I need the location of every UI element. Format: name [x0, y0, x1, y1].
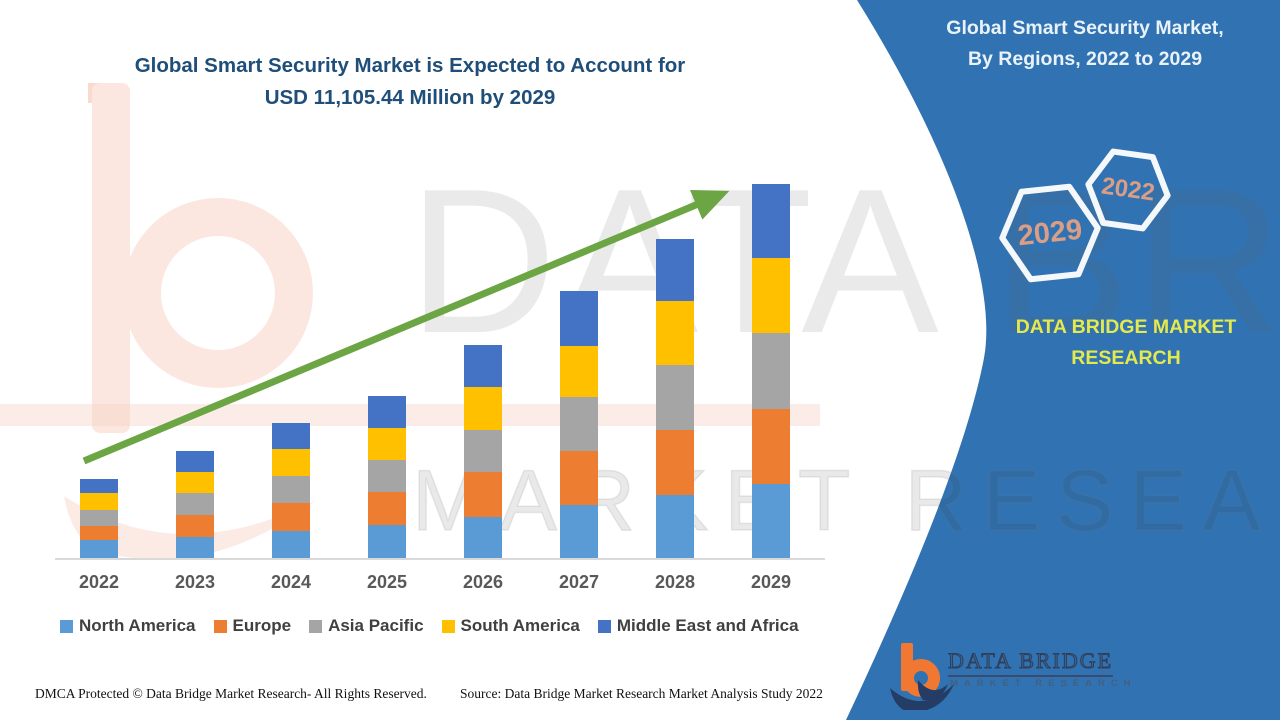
bar-segment-2024-north-america — [272, 531, 310, 558]
footer-source-text: Source: Data Bridge Market Research Mark… — [460, 686, 823, 701]
bar-segment-2029-north-america — [752, 484, 790, 558]
bar-segment-2029-south-america — [752, 257, 790, 333]
chart-title: Global Smart Security Market is Expected… — [55, 50, 765, 114]
x-axis-label-2026: 2026 — [462, 572, 504, 592]
side-panel-title-line2: By Regions, 2022 to 2029 — [967, 48, 1203, 70]
hexagon-badge-2029: 2029 — [990, 177, 1110, 290]
logo-subtitle: MARKET RESEARCH — [950, 678, 1137, 689]
bar-segment-2029-europe — [752, 408, 790, 484]
legend-label: South America — [460, 616, 580, 635]
chart-title-line1: Global Smart Security Market is Expected… — [134, 54, 686, 77]
x-axis-label-2027: 2027 — [558, 572, 600, 592]
legend-label: Middle East and Africa — [616, 616, 799, 635]
bar-segment-2029-asia-pacific — [752, 332, 790, 409]
x-axis-line — [55, 558, 825, 560]
databridge-logo-b-icon — [890, 643, 954, 710]
bar-segment-2026-asia-pacific — [464, 430, 502, 472]
hexagon-icon — [999, 183, 1101, 283]
logo-title: DATA BRIDGE — [947, 648, 1114, 677]
chart-legend: North America Europe Asia Pacific South Ame… — [60, 616, 840, 636]
bar-segment-2026-middle-east-and-africa — [464, 345, 502, 387]
bar-segment-2026-north-america — [464, 516, 502, 558]
bar-segment-2024-europe — [272, 503, 310, 531]
x-axis-label-2022: 2022 — [78, 572, 120, 592]
bar-segment-2022-south-america — [80, 492, 118, 510]
watermark-text-marketresearch: MARKET RESEARCH — [411, 453, 1280, 549]
legend-marker-icon — [441, 619, 455, 633]
bar-segment-2026-europe — [464, 472, 502, 517]
bar-segment-2022-asia-pacific — [80, 510, 118, 526]
brand-text: DATA BRIDGE MARKET RESEARCH — [1015, 316, 1237, 369]
legend-marker-icon — [60, 619, 73, 633]
bar-chart-plot-area — [55, 168, 825, 558]
hexagon-badge-2022: 2022 — [1077, 142, 1180, 238]
legend-label: Asia Pacific — [328, 616, 424, 635]
bar-segment-2028-north-america — [656, 495, 694, 558]
x-axis-label-2024: 2024 — [270, 572, 312, 592]
bar-segment-2025-north-america — [368, 525, 406, 558]
side-panel-title: Global Smart Security Market, By Regions… — [900, 13, 1270, 75]
bar-segment-2022-middle-east-and-africa — [80, 478, 118, 493]
footer-dmca-text: DMCA Protected © Data Bridge Market Rese… — [35, 686, 427, 701]
bar-segment-2027-middle-east-and-africa — [560, 290, 598, 346]
legend-label: Europe — [232, 616, 292, 635]
bar-segment-2022-europe — [80, 525, 118, 540]
legend-label: North America — [79, 616, 196, 635]
bar-segment-2023-north-america — [176, 537, 214, 558]
x-axis-label-2025: 2025 — [366, 572, 408, 592]
bar-segment-2027-asia-pacific — [560, 396, 598, 451]
bar-segment-2028-europe — [656, 430, 694, 495]
bar-segment-2025-asia-pacific — [368, 460, 406, 492]
bar-segment-2027-europe — [560, 450, 598, 505]
bar-segment-2025-europe — [368, 492, 406, 525]
bar-segment-2029-middle-east-and-africa — [752, 184, 790, 258]
bar-segment-2025-middle-east-and-africa — [368, 396, 406, 429]
x-axis-labels: 2022 2023 2024 2025 2026 2027 2028 2029 — [55, 572, 825, 596]
x-axis-label-2023: 2023 — [174, 572, 216, 592]
legend-marker-icon — [213, 619, 227, 633]
bar-segment-2024-asia-pacific — [272, 476, 310, 504]
legend-item-asia-pacific: Asia Pacific — [309, 616, 424, 636]
bar-segment-2026-south-america — [464, 387, 502, 430]
bar-segment-2028-middle-east-and-africa — [656, 239, 694, 301]
bar-segment-2023-south-america — [176, 472, 214, 494]
hexagon-icon — [1085, 148, 1171, 232]
x-axis-label-2028: 2028 — [654, 572, 696, 592]
legend-item-north-america: North America — [60, 616, 196, 636]
bar-segment-2022-north-america — [80, 539, 118, 558]
legend-item-middle-east-and-africa: Middle East and Africa — [597, 616, 799, 636]
legend-item-south-america: South America — [441, 616, 580, 636]
side-panel-title-line1: Global Smart Security Market, — [946, 17, 1224, 39]
legend-item-europe: Europe — [213, 616, 292, 636]
x-axis-label-2029: 2029 — [750, 572, 792, 592]
hexagon-2029-label: 2029 — [1016, 213, 1084, 252]
databridge-logo: DATA BRIDGE MARKET RESEARCH — [888, 638, 1131, 710]
legend-marker-icon — [597, 619, 611, 633]
bar-segment-2023-europe — [176, 515, 214, 537]
bar-segment-2023-middle-east-and-africa — [176, 451, 214, 472]
bar-segment-2023-asia-pacific — [176, 493, 214, 515]
legend-marker-icon — [309, 619, 323, 633]
bar-segment-2028-asia-pacific — [656, 365, 694, 430]
bar-segment-2025-south-america — [368, 428, 406, 460]
bar-segment-2028-south-america — [656, 300, 694, 365]
chart-title-line2: USD 11,105.44 Million by 2029 — [264, 86, 556, 109]
bar-segment-2027-north-america — [560, 505, 598, 558]
bar-segment-2027-south-america — [560, 345, 598, 397]
bar-segment-2024-south-america — [272, 449, 310, 476]
bar-segment-2024-middle-east-and-africa — [272, 423, 310, 449]
